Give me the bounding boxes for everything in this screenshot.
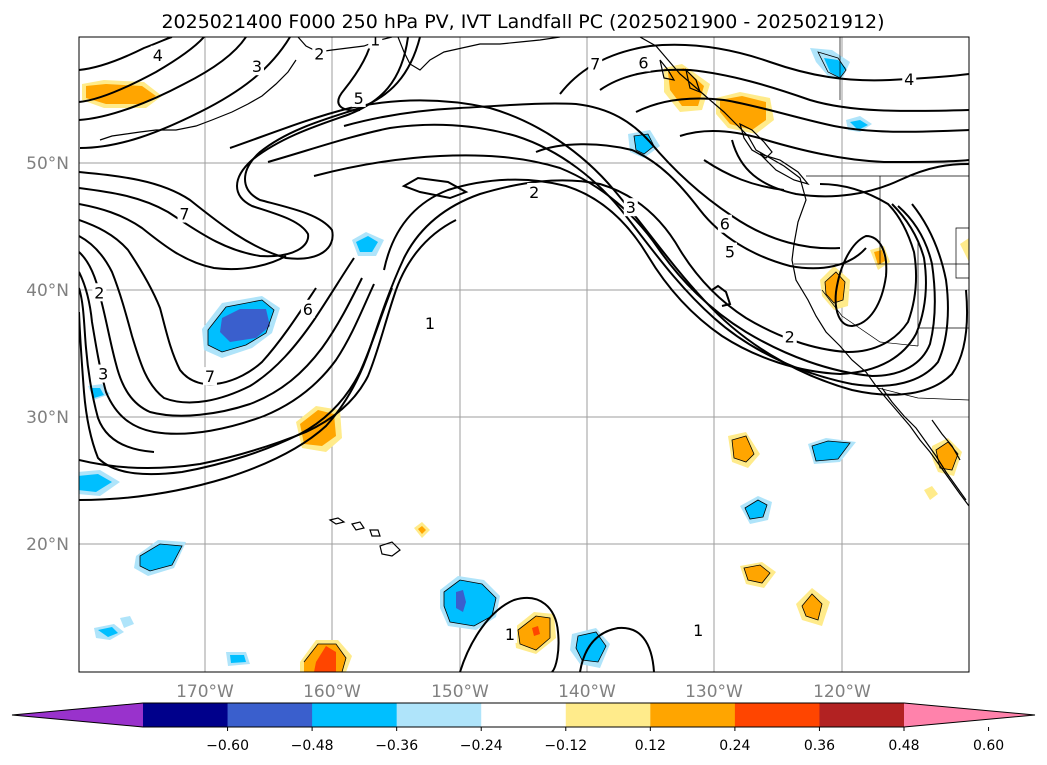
colorbar-extend-low [12,703,143,727]
lat-label-50n: 50°N [26,154,69,174]
contour-label-bg [717,214,732,233]
colorbar-segment [565,703,651,727]
latitude-labels: 50°N 40°N 30°N 20°N [26,154,69,555]
contour-label-bg [527,182,542,201]
colorbar-segment [650,703,736,727]
colorbar-segment [227,703,313,727]
contour-label: 2 [529,183,539,202]
colorbar-outline [11,702,1036,728]
contour-label: 3 [626,198,636,217]
contour-label: 5 [725,243,735,262]
contour-label-bg [636,53,651,72]
contour-label: 6 [720,215,730,234]
contour-label: 1 [425,314,435,333]
colorbar-segment [734,703,820,727]
contour-label-bg [691,621,706,640]
lon-label-140w: 140°W [558,682,616,702]
colorbar-tick-label: 0.36 [804,738,835,754]
contour-label-bg [368,37,383,49]
colorbar-segment [819,703,905,727]
contour-label-bg [250,57,264,76]
contour-label: 1 [505,625,515,644]
lat-label-20n: 20°N [26,535,69,555]
colorbar-tick-label: −0.36 [375,738,418,754]
contour-label-bg [588,54,603,73]
contour-label: 6 [638,53,648,72]
colorbar: −0.60 −0.48 −0.36 −0.24 −0.12 0.12 0.24 0.36 0.4… [11,702,1036,754]
contour-label-bg [722,242,737,261]
lon-label-160w: 160°W [303,682,361,702]
contour-label-bg [177,204,192,223]
lat-label-30n: 30°N [26,408,69,428]
lon-label-150w: 150°W [431,682,489,702]
contour-label-bg [623,198,638,217]
contour-label: 2 [314,45,324,64]
contour-label-bg [503,624,518,643]
contour-labels: 432157646523656723671211 [92,31,1021,644]
contour-label: 5 [354,89,364,108]
contour-label: 7 [205,367,215,386]
contour-label: 3 [98,365,108,384]
contour-label: 3 [252,57,262,76]
map-frame [78,36,970,673]
map-background [79,37,969,672]
longitude-labels: 170°W 160°W 150°W 140°W 130°W 120°W [176,682,871,702]
contour-label-bg [202,367,217,386]
map-title: 2025021400 F000 250 hPa PV, IVT Landfall… [161,11,884,33]
lon-label-170w: 170°W [176,682,234,702]
colorbar-tick-label: −0.60 [206,738,249,754]
colorbar-tick-label: −0.48 [291,738,334,754]
contour-label: 6 [303,300,313,319]
colorbar-tick-label: −0.24 [460,738,503,754]
contour-label: 7 [590,55,600,74]
lat-label-40n: 40°N [26,281,69,301]
contour-label-bg [96,364,111,383]
colorbar-segment [312,703,398,727]
lon-label-130w: 130°W [685,682,743,702]
colorbar-segment [481,703,567,727]
coastlines [99,37,969,557]
contour-label-bg [150,45,165,64]
contour-label: 2 [94,283,104,302]
ivt-negative-anomaly [79,48,872,668]
colorbar-tick-label: 0.60 [973,738,1004,754]
contour-label-bg [300,299,315,318]
contour-label: 7 [179,205,189,224]
contour-label-bg [782,327,797,346]
contour-label: 1 [370,31,380,50]
contour-label: 1 [693,621,703,640]
colorbar-segment [396,703,482,727]
contour-label: 2 [785,328,795,347]
contour-label: 4 [153,46,163,65]
colorbar-tick-label: 0.48 [888,738,919,754]
contour-label-bg [92,283,107,302]
map-content: 432157646523656723671211 [79,31,1021,672]
contour-label-bg [902,69,917,88]
contour-label: 4 [904,70,914,89]
contour-label-bg [312,44,327,63]
colorbar-segment [143,703,229,727]
contour-label: 6 [1008,264,1018,283]
contour-label-bg [1007,264,1021,282]
colorbar-tick-label: 0.24 [719,738,750,754]
ivt-shading [79,48,969,672]
colorbar-extend-high [904,703,1035,727]
lon-label-120w: 120°W [813,682,871,702]
colorbar-tick-label: −0.12 [544,738,587,754]
contour-label-bg [351,88,366,107]
contour-label-bg [422,313,437,332]
colorbar-tick-label: 0.12 [635,738,666,754]
